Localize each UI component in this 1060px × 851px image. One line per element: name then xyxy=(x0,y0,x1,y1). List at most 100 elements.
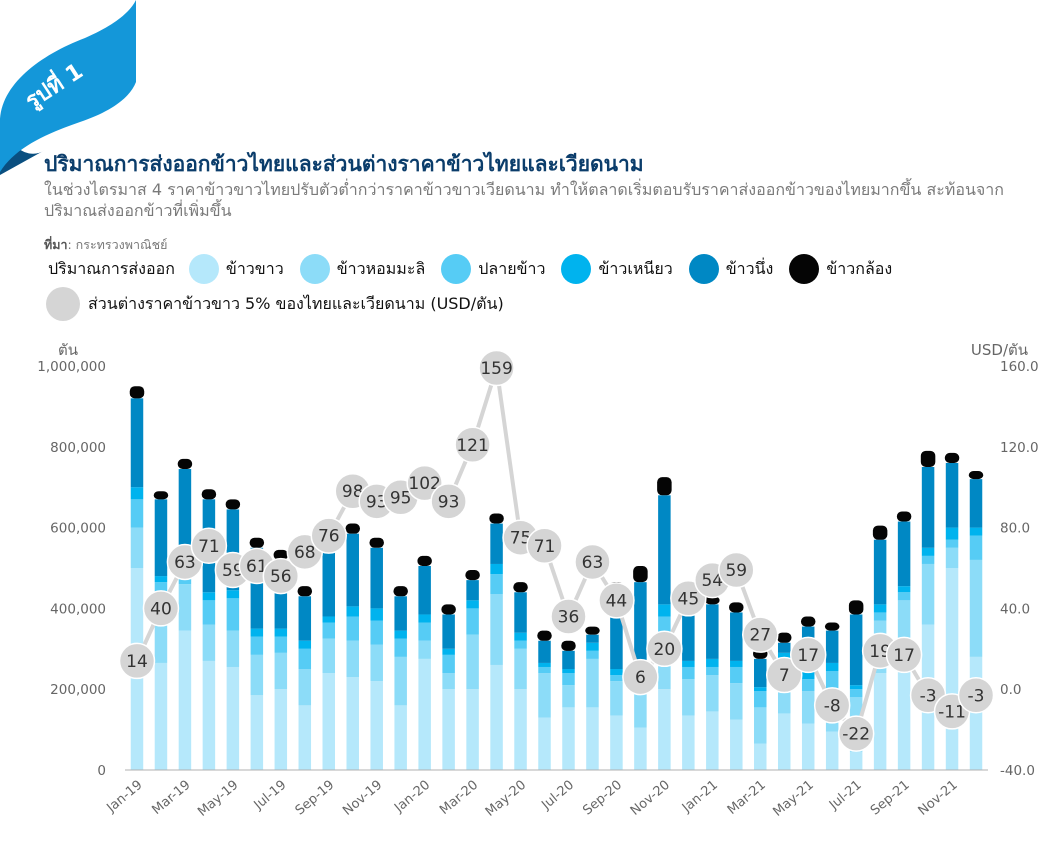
left-axis-tick: 1,000,000 xyxy=(37,359,106,375)
bar-segment xyxy=(776,632,792,643)
legend-swatch-2 xyxy=(441,254,472,284)
bar-segment xyxy=(322,673,336,770)
price-gap-label: 36 xyxy=(558,607,580,627)
x-tick-label: Nov-21 xyxy=(916,778,961,819)
bar-segment xyxy=(538,640,551,663)
bar-segment xyxy=(801,679,815,692)
bar-segment xyxy=(514,632,527,641)
price-gap-point xyxy=(718,551,755,589)
bar-segment xyxy=(202,592,216,601)
bar-segment xyxy=(417,555,432,566)
bar-segment xyxy=(154,662,168,770)
bar-segment xyxy=(897,600,911,649)
price-gap-point xyxy=(262,557,300,595)
right-axis-tick: 0.0 xyxy=(1000,682,1021,698)
price-gap-point xyxy=(837,715,875,752)
x-tick-label: Mar-19 xyxy=(149,778,193,818)
bar-segment xyxy=(442,614,455,649)
bar-segment xyxy=(369,537,384,548)
bar-segment xyxy=(873,612,887,621)
bar-segment xyxy=(370,547,383,609)
bar-segment xyxy=(442,673,455,690)
price-gap-label: -11 xyxy=(938,702,966,722)
bar-segment xyxy=(969,559,983,657)
price-gap-label: 61 xyxy=(246,557,268,577)
price-gap-point xyxy=(310,517,348,554)
bar-segment xyxy=(177,458,193,470)
bar-segment xyxy=(730,666,743,684)
legend-volume: ปริมาณการส่งออก ข้าวขาว ข้าวหอมมะลิ ปลายข้… xyxy=(48,252,908,286)
bar-segment xyxy=(873,604,887,613)
bar-segment xyxy=(130,487,144,500)
bar-segment xyxy=(370,608,383,621)
price-gap-point xyxy=(478,349,515,387)
bar-segment xyxy=(466,600,479,609)
bar-segment xyxy=(490,664,503,770)
bar-segment xyxy=(634,582,647,672)
bar-segment xyxy=(897,648,911,770)
bar-segment xyxy=(514,640,527,649)
bar-segment xyxy=(633,565,648,583)
bar-segment xyxy=(945,547,959,568)
bar-segment xyxy=(586,634,599,643)
x-tick-label: Nov-19 xyxy=(340,778,385,819)
bar-segment xyxy=(682,679,695,716)
bar-segment xyxy=(345,523,360,534)
bar-segment xyxy=(562,669,575,674)
bar-segment xyxy=(634,687,647,728)
bar-segment xyxy=(514,592,527,633)
left-axis-tick: 200,000 xyxy=(50,682,106,698)
bar-segment xyxy=(346,616,359,641)
bar-segment xyxy=(586,642,599,651)
bar-segment xyxy=(969,479,983,528)
bar-segment xyxy=(394,638,407,657)
price-gap-point xyxy=(550,598,587,635)
bar-segment xyxy=(562,650,575,669)
bar-segment xyxy=(418,614,431,623)
bar-segment xyxy=(730,612,743,661)
legend-label-3: ข้าวเหนียว xyxy=(598,258,673,278)
bar-segment xyxy=(154,576,168,583)
price-gap-label: 102 xyxy=(408,474,440,494)
price-gap-label: 7 xyxy=(779,666,790,686)
bar-segment xyxy=(226,598,240,631)
x-tick-label: Jan-20 xyxy=(391,778,433,817)
source-label: ที่มา xyxy=(44,237,68,252)
x-tick-label: Jul-19 xyxy=(251,778,290,814)
bar-segment xyxy=(274,652,288,690)
bar-segment xyxy=(777,713,791,770)
bar-segment xyxy=(322,638,336,674)
bar-segment xyxy=(849,751,863,770)
bar-segment xyxy=(298,669,312,706)
price-gap-label: 40 xyxy=(150,599,172,619)
price-gap-label: 54 xyxy=(701,571,723,591)
price-gap-point xyxy=(118,642,156,680)
source-text: : กระทรวงพาณิชย์ xyxy=(67,237,168,252)
bar-segment xyxy=(489,513,504,524)
price-gap-point xyxy=(789,636,827,674)
legend-swatch-5 xyxy=(789,254,820,284)
bar-segment xyxy=(346,677,359,770)
bar-segment xyxy=(250,695,264,770)
price-gap-point xyxy=(142,590,180,627)
right-axis-tick: 80.0 xyxy=(1000,521,1030,537)
bar-segment xyxy=(298,640,312,649)
bar-segment xyxy=(777,642,791,653)
legend-swatch-3 xyxy=(561,254,592,284)
bar-segment xyxy=(897,592,911,601)
bar-segment xyxy=(418,565,431,615)
bar-segment xyxy=(202,624,216,661)
x-tick-label: Sep-21 xyxy=(868,778,913,819)
bar-segment xyxy=(370,620,383,645)
bar-segment xyxy=(801,723,815,770)
bar-segment xyxy=(178,584,192,631)
left-axis-unit: ตัน xyxy=(58,341,78,359)
bar-segment xyxy=(586,658,599,708)
bar-segment xyxy=(945,462,959,528)
price-gap-label: -22 xyxy=(842,725,870,745)
legend-swatch-0 xyxy=(188,254,219,284)
legend-swatch-1 xyxy=(299,254,330,284)
price-gap-label: 14 xyxy=(126,652,148,672)
legend-label-5: ข้าวกล้อง xyxy=(826,258,893,278)
price-gap-point xyxy=(813,687,851,724)
